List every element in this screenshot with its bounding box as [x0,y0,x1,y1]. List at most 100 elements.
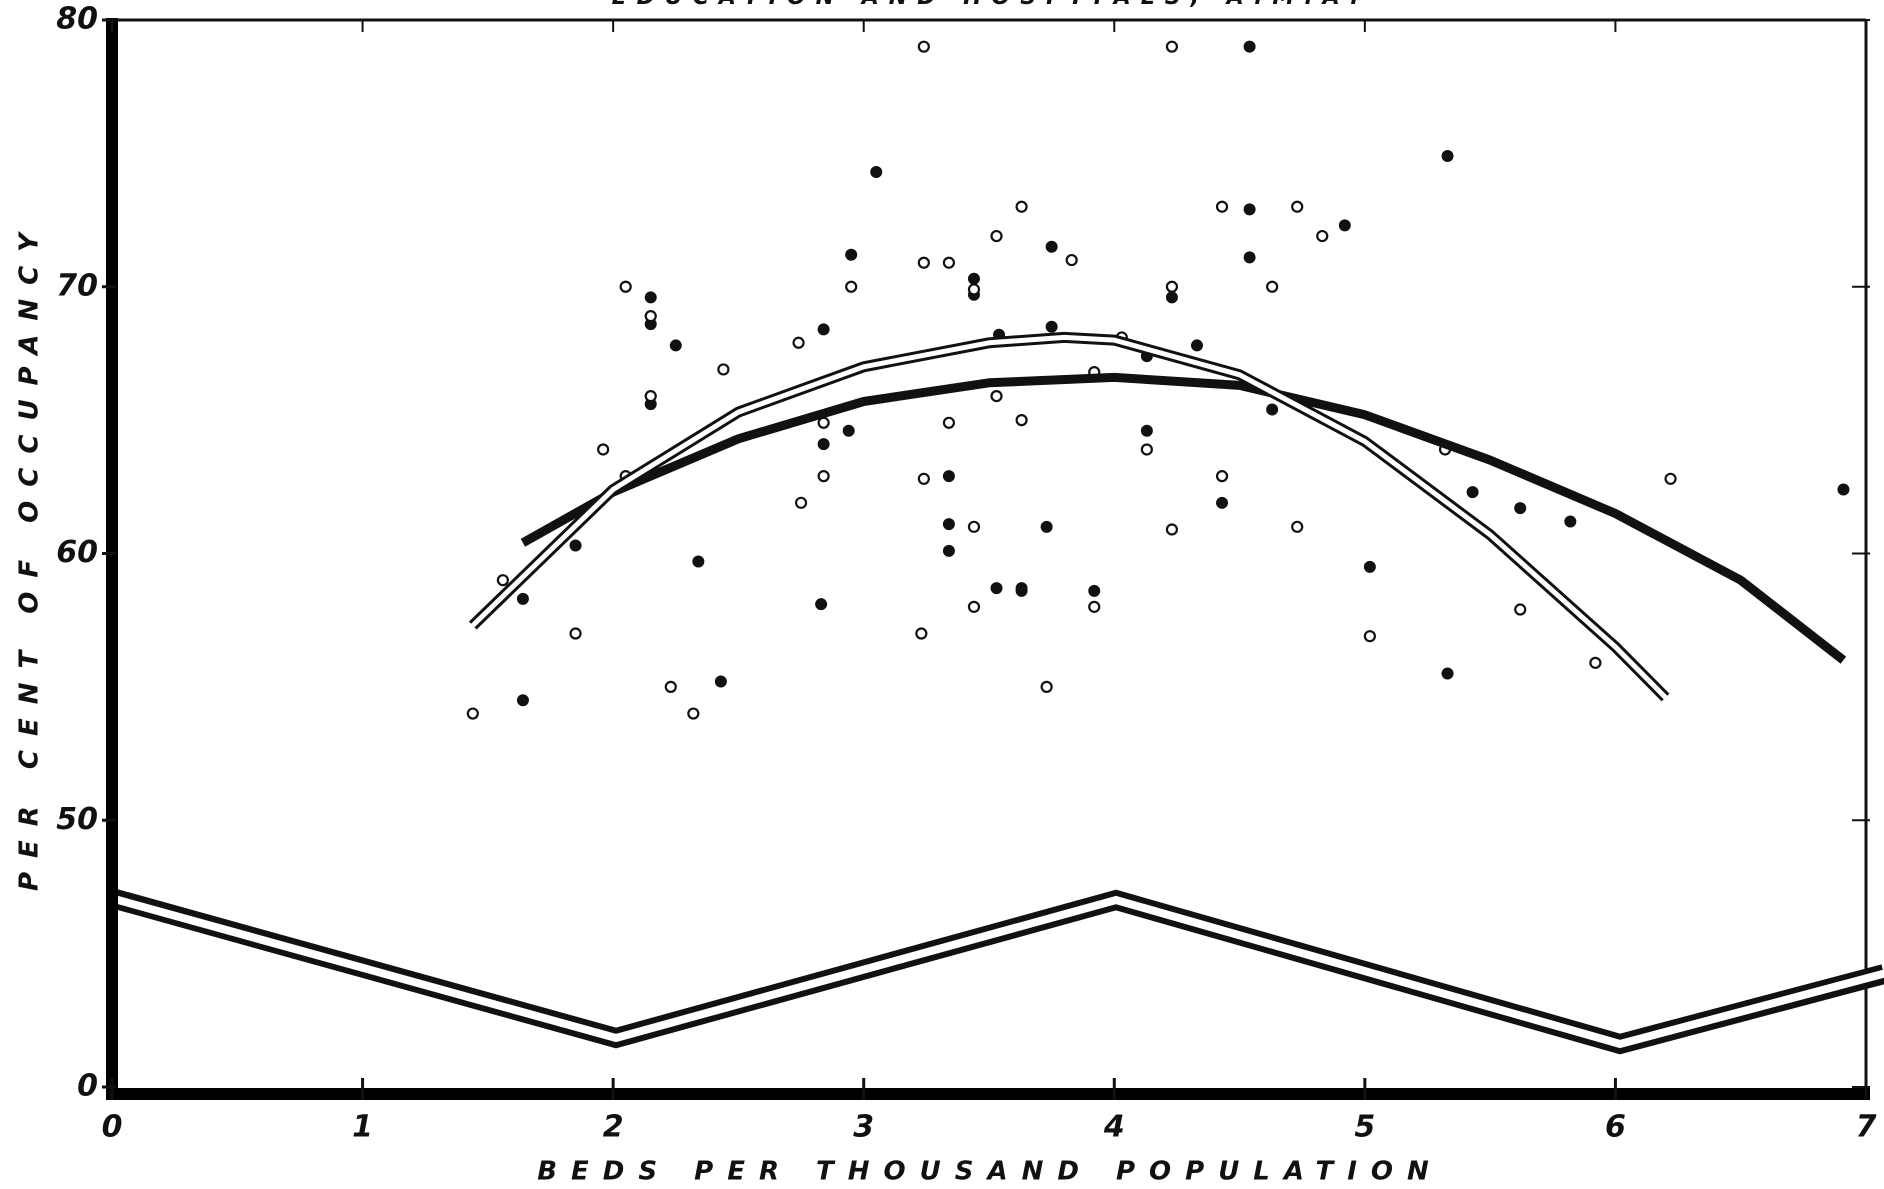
filled-point [1045,320,1058,333]
open-point [1514,603,1527,616]
filled-point [1266,403,1279,416]
fit-curve [520,372,1847,664]
open-point [942,416,956,429]
filled-point [942,470,955,483]
x-tick-label: 7 [1856,1110,1877,1145]
open-point [967,600,981,613]
x-tick-label: 2 [603,1110,624,1145]
filled-point [1243,203,1256,216]
filled-point [842,424,855,437]
filled-point [1514,502,1527,515]
open-point [792,336,805,349]
filled-point [1040,520,1053,533]
filled-point [1837,483,1850,496]
open-point [644,390,657,403]
filled-point [870,166,883,179]
open-point [569,627,582,640]
filled-point [669,339,682,352]
open-point [1165,40,1179,53]
open-point [1291,200,1304,213]
filled-point [1045,240,1058,253]
filled-point [1564,515,1577,528]
filled-point [967,272,980,285]
filled-point [1338,219,1351,232]
filled-point [1363,560,1376,573]
filled-point [1441,667,1454,680]
open-point [687,707,700,720]
filled-point [1088,584,1101,597]
open-point [990,229,1003,243]
x-axis-label: BEDS PER THOUSAND POPULATION [537,1157,1443,1187]
open-point [942,256,956,269]
fit-curve-double-gap [471,334,1668,700]
open-point [915,627,928,640]
x-tick-label: 6 [1605,1110,1626,1145]
filled-point [942,544,955,557]
filled-point [1190,339,1203,352]
open-point [845,280,858,293]
y-tick-label: 60 [56,535,98,570]
open-point [1316,229,1329,243]
filled-point [1441,150,1454,163]
open-point [619,280,632,293]
filled-point [1015,584,1028,597]
open-point [496,574,509,587]
filled-point [815,598,828,611]
y-tick-label: 70 [56,268,98,303]
filled-point [714,675,727,688]
x-tick-label: 5 [1354,1110,1375,1145]
filled-point [1140,424,1153,437]
filled-point [516,694,529,707]
open-point [1140,443,1153,456]
open-point [817,416,830,429]
filled-point [1216,496,1229,509]
filled-point [845,248,858,261]
open-point [717,363,730,376]
open-point [917,256,930,269]
filled-point [569,539,582,552]
open-point [644,309,657,323]
x-tick-label: 3 [853,1110,874,1145]
filled-point [692,555,705,568]
open-point [794,496,808,509]
x-tick-label: 4 [1103,1110,1125,1145]
filled-point [990,582,1003,595]
y-tick-label: 80 [56,2,98,37]
open-point [1589,656,1602,669]
open-point [1065,253,1078,267]
open-point [597,443,610,456]
filled-point [1243,251,1256,264]
filled-point [1165,291,1178,304]
open-point [1165,280,1179,293]
open-point [990,390,1003,403]
open-point [664,680,677,693]
y-tick-label: 0 [77,1069,98,1104]
open-point [1664,472,1677,485]
filled-point [644,291,657,304]
x-tick-label: 0 [102,1110,123,1145]
filled-point [942,518,955,531]
open-point [1215,470,1229,483]
open-point [967,283,981,296]
open-point [1291,520,1304,533]
open-point [1165,523,1179,536]
filled-point [817,438,830,451]
open-point [466,707,479,720]
open-point [1015,414,1028,427]
open-point [917,472,930,485]
open-point [917,40,930,53]
x-tick-label: 1 [352,1110,373,1145]
filled-point [1466,486,1479,499]
filled-point [817,323,830,336]
open-point [1215,200,1229,213]
y-tick-label: 50 [56,802,98,837]
axis-break-gap [98,891,1884,1049]
y-axis-label: PER CENT OF OCCUPANCY [15,219,45,891]
chart-title: EDUCATION AND HOSPITALS, A.M.A. [612,0,1369,10]
open-point [1266,280,1279,293]
open-point [1015,200,1028,213]
open-point [817,470,830,483]
open-point [1040,680,1053,693]
